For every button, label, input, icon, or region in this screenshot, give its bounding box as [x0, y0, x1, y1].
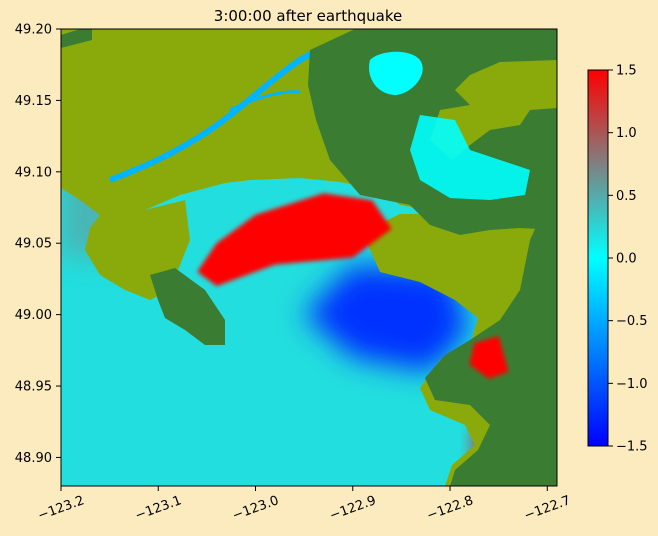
colorbar-tick-label: 1.5 [616, 64, 637, 79]
y-tick-label: 48.90 [15, 451, 52, 466]
x-axis: −123.2 −123.1 −123.0 −122.9 −122.8 −122.7 [36, 486, 573, 524]
red-crest-region [197, 193, 392, 287]
y-tick-label: 49.05 [15, 237, 52, 252]
colorbar: −1.5 −1.0 −0.5 0.0 0.5 1.0 1.5 [587, 64, 648, 455]
x-tick-label: −123.2 [36, 493, 86, 524]
colorbar-tick-label: −0.5 [616, 314, 648, 329]
x-tick-label: −123.1 [133, 493, 183, 524]
chart-title: 3:00:00 after earthquake [214, 7, 402, 25]
x-tick-label: −122.9 [328, 493, 378, 524]
colorbar-ticks: −1.5 −1.0 −0.5 0.0 0.5 1.0 1.5 [608, 64, 648, 455]
plot-border [60, 28, 558, 487]
y-tick-label: 49.15 [15, 94, 52, 109]
x-tick-label: −123.0 [231, 493, 281, 524]
y-tick-label: 48.95 [15, 380, 52, 395]
trough-region [304, 264, 470, 372]
land-layer [61, 29, 557, 486]
y-tick-label: 49.00 [15, 308, 52, 323]
colorbar-tick-label: 0.0 [616, 252, 637, 267]
red-overlays [197, 193, 509, 379]
colorbar-tick-label: −1.0 [616, 377, 648, 392]
x-tick-label: −122.8 [425, 493, 475, 524]
y-tick-label: 49.10 [15, 165, 52, 180]
lake-north [369, 51, 423, 95]
uplands-east-lower [425, 180, 557, 486]
colorbar-gradient [587, 69, 609, 447]
tsawwassen-peninsula [150, 268, 225, 345]
plot-area [61, 29, 557, 486]
colorbar-tick-label: 0.5 [616, 189, 637, 204]
colorbar-tick-label: 1.0 [616, 126, 637, 141]
west-peninsula-tip [61, 29, 92, 48]
colorbar-tick-label: −1.5 [616, 440, 648, 455]
river-tributary [229, 90, 301, 112]
y-axis: 48.90 48.95 49.00 49.05 49.10 49.15 49.20 [15, 23, 61, 466]
y-tick-label: 49.20 [15, 23, 52, 38]
red-pool-region [469, 336, 509, 379]
x-tick-label: −122.7 [522, 493, 572, 524]
cyan-lowland-east [410, 115, 530, 200]
